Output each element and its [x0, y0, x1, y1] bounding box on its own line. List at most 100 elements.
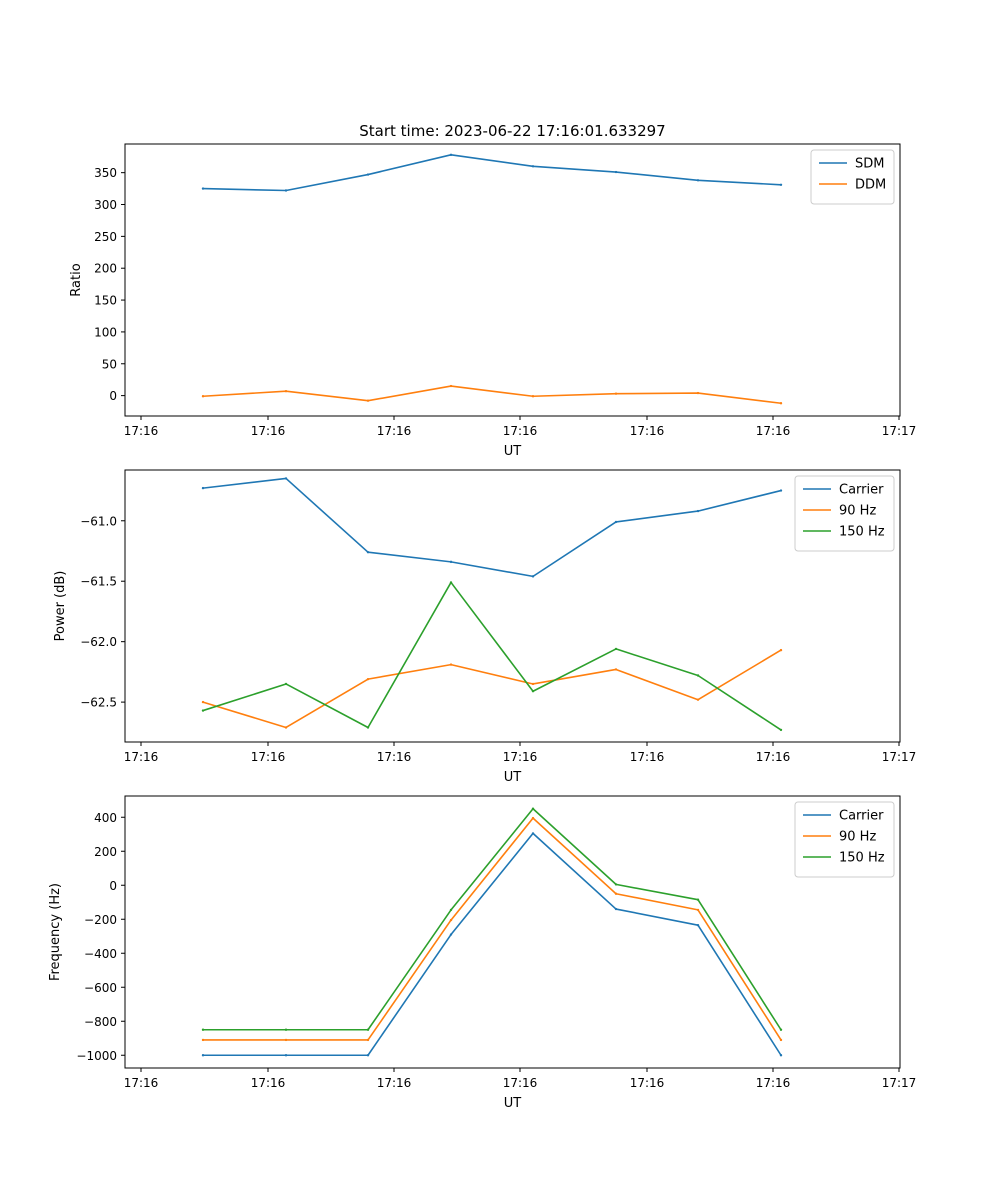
- data-point: [779, 1054, 783, 1057]
- data-point: [449, 918, 453, 922]
- data-point: [366, 173, 370, 176]
- data-point: [531, 682, 535, 686]
- data-point: [366, 1028, 370, 1031]
- data-point: [284, 389, 288, 393]
- y-tick-label: 200: [94, 845, 117, 859]
- data-point: [531, 165, 535, 168]
- legend-entry: Carrier: [839, 809, 884, 824]
- x-tick-label: 17:16: [503, 750, 538, 764]
- data-point: [531, 807, 535, 810]
- series-line-150-hz: [203, 807, 782, 1031]
- x-tick-label: 17:16: [756, 750, 791, 764]
- x-tick-label: 17:17: [882, 750, 917, 764]
- legend-entry: 90 Hz: [839, 830, 876, 845]
- x-tick-label: 17:16: [377, 750, 412, 764]
- x-tick-label: 17:16: [124, 424, 159, 438]
- data-point: [284, 726, 288, 729]
- axes-frame-ratio: [124, 143, 901, 417]
- data-point: [284, 682, 288, 686]
- data-point: [201, 395, 205, 398]
- data-point: [779, 402, 783, 405]
- x-tick-label: 17:16: [503, 1076, 538, 1090]
- x-tick-label: 17:16: [630, 750, 665, 764]
- data-point: [366, 1054, 370, 1057]
- data-point: [531, 690, 535, 693]
- data-point: [531, 395, 535, 398]
- x-tick-label: 17:16: [377, 1076, 412, 1090]
- series-line-90-hz: [202, 649, 782, 729]
- x-tick-label: 17:17: [882, 1076, 917, 1090]
- y-tick-label: 50: [102, 357, 117, 371]
- y-tick-label: 150: [94, 294, 117, 308]
- data-point: [366, 726, 370, 729]
- data-point: [614, 892, 618, 895]
- series-line-carrier: [203, 832, 782, 1057]
- data-point: [449, 384, 453, 388]
- data-point: [779, 489, 783, 492]
- data-point: [614, 668, 618, 671]
- data-point: [779, 183, 783, 186]
- series-line-150-hz: [202, 581, 782, 731]
- legend-entry: DDM: [855, 178, 886, 193]
- data-point: [201, 486, 205, 490]
- data-point: [366, 551, 370, 554]
- y-tick-label: −800: [84, 1015, 117, 1029]
- data-point: [614, 647, 618, 651]
- data-point: [614, 907, 618, 911]
- y-tick-label: 100: [94, 325, 117, 339]
- data-point: [284, 1028, 288, 1031]
- data-point: [201, 1054, 205, 1057]
- x-tick-label: 17:16: [124, 750, 159, 764]
- x-tick-label: 17:16: [251, 1076, 286, 1090]
- data-point: [779, 1028, 783, 1031]
- data-point: [696, 391, 700, 395]
- data-point: [614, 883, 618, 886]
- data-point: [284, 189, 288, 192]
- x-tick-label: 17:16: [630, 424, 665, 438]
- y-tick-label: 400: [94, 811, 117, 825]
- data-point: [366, 399, 370, 402]
- data-point: [449, 581, 453, 584]
- series-line-sdm: [202, 154, 782, 192]
- x-tick-label: 17:16: [124, 1076, 159, 1090]
- x-tick-label: 17:16: [503, 424, 538, 438]
- y-tick-label: 0: [109, 389, 117, 403]
- y-tick-label: 0: [109, 879, 117, 893]
- y-tick-label: −200: [84, 913, 117, 927]
- subplot-frequency: 17:16 17:16 17:16 17:16 17:16 17:16 17:17 −1000…: [48, 795, 917, 1111]
- y-axis-label: Frequency (Hz): [48, 883, 63, 981]
- data-point: [201, 700, 205, 704]
- data-point: [696, 698, 700, 701]
- y-tick-label: −600: [84, 981, 117, 995]
- data-point: [614, 520, 618, 524]
- y-tick-label: 300: [94, 198, 117, 212]
- y-tick-label: −62.0: [80, 635, 117, 649]
- data-point: [366, 677, 370, 681]
- data-point: [284, 1038, 288, 1042]
- data-point: [696, 898, 700, 901]
- data-point: [366, 1038, 370, 1042]
- x-tick-label: 17:16: [251, 750, 286, 764]
- y-axis-label: Power (dB): [53, 571, 68, 642]
- data-point: [531, 816, 535, 820]
- data-point: [201, 187, 205, 190]
- y-tick-label: −62.5: [80, 696, 117, 710]
- data-point: [284, 1054, 288, 1057]
- data-point: [614, 170, 618, 174]
- legend-entry: Carrier: [839, 483, 884, 498]
- x-axis-label: UT: [504, 444, 522, 459]
- data-point: [696, 908, 700, 912]
- legend-box: [794, 475, 895, 552]
- axes-frame-power: [124, 469, 901, 743]
- data-point: [696, 509, 700, 513]
- data-point: [449, 663, 453, 666]
- legend-entry: 150 Hz: [839, 851, 885, 866]
- y-tick-label: −61.0: [80, 514, 117, 528]
- data-point: [449, 908, 453, 912]
- data-point: [531, 832, 535, 835]
- y-tick-label: −61.5: [80, 575, 117, 589]
- x-tick-label: 17:16: [756, 1076, 791, 1090]
- legend-entry: 90 Hz: [839, 504, 876, 519]
- axes-frame-frequency: [124, 795, 901, 1069]
